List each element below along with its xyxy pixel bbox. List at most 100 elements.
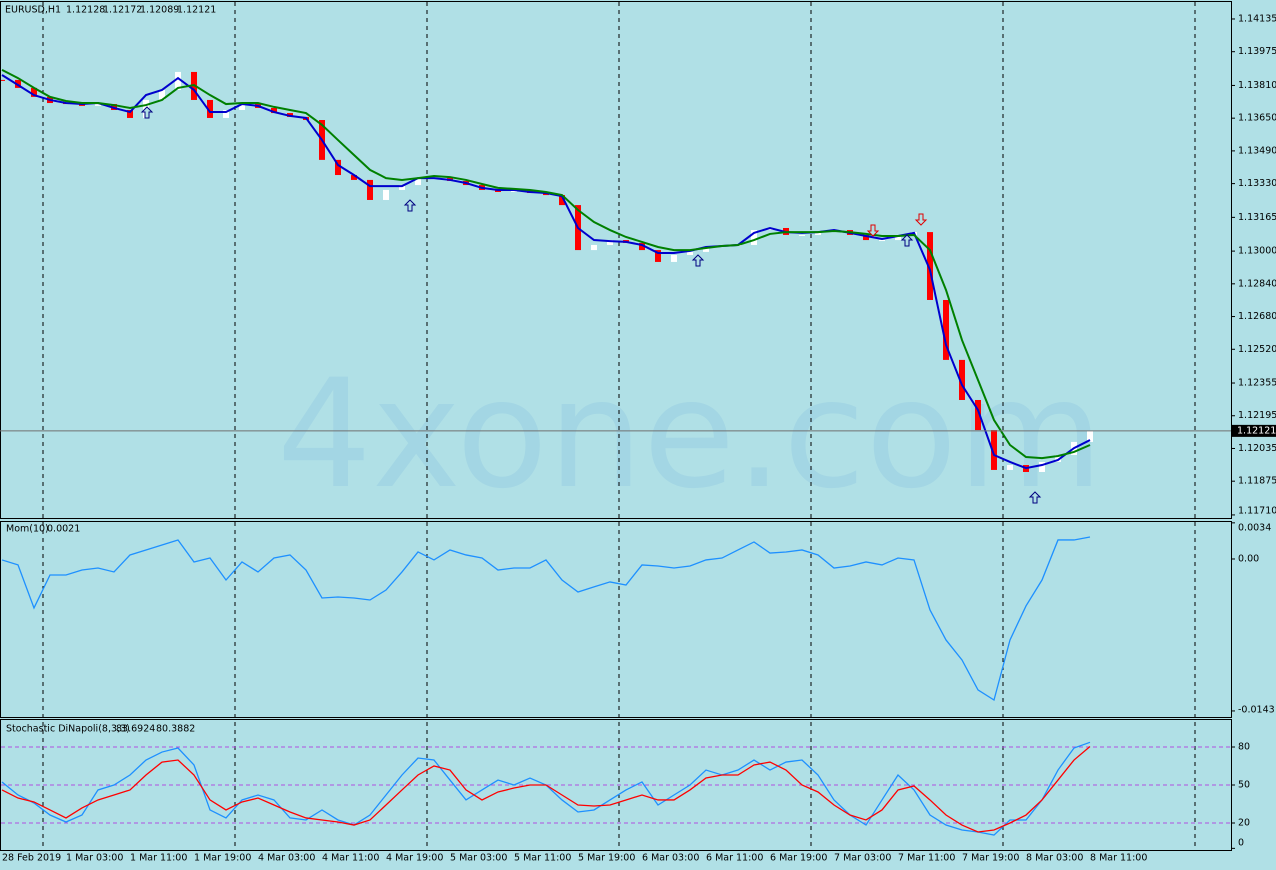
y-tick-label: 1.14135 <box>1238 13 1276 24</box>
ohlc-high: 1.12172 <box>103 5 142 16</box>
candle <box>367 179 373 200</box>
candle <box>927 232 933 300</box>
price-panel-frame <box>0 1 1232 519</box>
y-tick-label: 1.12680 <box>1238 311 1276 322</box>
indicator-line <box>1 745 1091 833</box>
candle <box>703 247 709 252</box>
candle <box>1055 455 1061 462</box>
day-separators <box>42 2 1196 850</box>
y-tick-label: 80 <box>1238 741 1250 752</box>
candle <box>815 232 821 235</box>
momentum-title: Mom(10) <box>6 524 49 535</box>
current-price-label: 1.12121 <box>1237 425 1276 436</box>
x-tick-label: 6 Mar 03:00 <box>642 853 699 864</box>
panel-titles: EURUSD,H1 1.12128 1.12172 1.12089 1.1212… <box>5 5 216 735</box>
candle <box>655 250 661 262</box>
symbol-title: EURUSD,H1 <box>5 5 61 16</box>
x-tick-label: 1 Mar 11:00 <box>130 853 187 864</box>
x-tick-label: 5 Mar 03:00 <box>450 853 507 864</box>
candle <box>943 299 949 360</box>
indicator-line <box>1 69 1091 460</box>
candle <box>0 79 5 81</box>
y-tick-label: 1.12355 <box>1238 378 1276 389</box>
y-tick-label: 1.13490 <box>1238 145 1276 156</box>
watermark: 4xone.com <box>277 348 1104 522</box>
y-tick-label: 0.0034 <box>1238 523 1271 534</box>
candle <box>415 178 421 186</box>
candle <box>271 107 277 114</box>
candle <box>639 242 645 251</box>
y-tick-label: 1.13000 <box>1238 246 1276 257</box>
indicator-line <box>1 536 1091 702</box>
candle <box>31 87 37 97</box>
candle <box>495 189 501 192</box>
y-tick-label: 1.11710 <box>1238 506 1276 517</box>
candle <box>159 89 165 100</box>
stochastic-title: Stochastic DiNapoli(8,3,3) <box>6 724 130 735</box>
y-tick-label: 1.13810 <box>1238 80 1276 91</box>
candle <box>879 240 885 242</box>
candle <box>543 193 549 196</box>
candle <box>335 159 341 176</box>
x-tick-label: 5 Mar 19:00 <box>578 853 635 864</box>
candle <box>559 195 565 206</box>
candle <box>799 234 805 236</box>
y-tick-label: 0.00 <box>1238 553 1259 564</box>
ohlc-low: 1.12089 <box>140 5 179 16</box>
x-tick-label: 7 Mar 03:00 <box>834 853 891 864</box>
x-tick-label: 28 Feb 2019 <box>2 853 61 864</box>
candle <box>671 254 677 262</box>
current-price-tag <box>1232 424 1276 437</box>
momentum-value: 0.0021 <box>47 524 80 535</box>
y-tick-label: 1.12520 <box>1238 344 1276 355</box>
x-tick-label: 1 Mar 19:00 <box>194 853 251 864</box>
y-tick-label: 0 <box>1238 838 1244 849</box>
candle <box>975 399 981 431</box>
ohlc-open: 1.12128 <box>66 5 105 16</box>
candle <box>1039 461 1045 472</box>
x-tick-label: 6 Mar 11:00 <box>706 853 763 864</box>
candle <box>1087 430 1093 442</box>
candle <box>95 104 101 106</box>
candle <box>511 189 517 192</box>
momentum-panel-frame <box>0 521 1232 718</box>
indicator-line <box>1 74 1091 470</box>
y-tick-label: 20 <box>1238 818 1250 829</box>
x-tick-label: 1 Mar 03:00 <box>66 853 123 864</box>
stochastic-main: 83.6924 <box>116 724 155 735</box>
y-tick-label: 1.13165 <box>1238 212 1276 223</box>
candle <box>207 99 213 118</box>
x-tick-label: 7 Mar 19:00 <box>962 853 1019 864</box>
y-tick-label: 1.12035 <box>1238 443 1276 454</box>
y-tick-label: 1.13330 <box>1238 178 1276 189</box>
candle <box>607 240 613 245</box>
candle <box>591 244 597 251</box>
stochastic-signal: 80.3882 <box>156 724 195 735</box>
candle <box>1007 465 1013 470</box>
x-tick-label: 4 Mar 03:00 <box>258 853 315 864</box>
x-tick-label: 7 Mar 11:00 <box>898 853 955 864</box>
candle <box>351 175 357 180</box>
ohlc-close: 1.12121 <box>177 5 216 16</box>
x-tick-label: 6 Mar 19:00 <box>770 853 827 864</box>
x-tick-label: 4 Mar 11:00 <box>322 853 379 864</box>
y-tick-label: 1.12840 <box>1238 278 1276 289</box>
x-tick-label: 8 Mar 11:00 <box>1090 853 1147 864</box>
x-tick-label: 8 Mar 03:00 <box>1026 853 1083 864</box>
x-tick-label: 4 Mar 19:00 <box>386 853 443 864</box>
candle <box>959 359 965 400</box>
y-tick-label: 1.13650 <box>1238 113 1276 124</box>
candle <box>863 234 869 241</box>
candle <box>239 103 245 110</box>
candle <box>383 189 389 200</box>
x-tick-label: 5 Mar 11:00 <box>514 853 571 864</box>
y-tick-label: 1.13975 <box>1238 46 1276 57</box>
candle <box>895 234 901 241</box>
candle <box>223 109 229 118</box>
y-tick-label: 1.12195 <box>1238 410 1276 421</box>
candle <box>751 230 757 245</box>
candle <box>127 109 133 118</box>
